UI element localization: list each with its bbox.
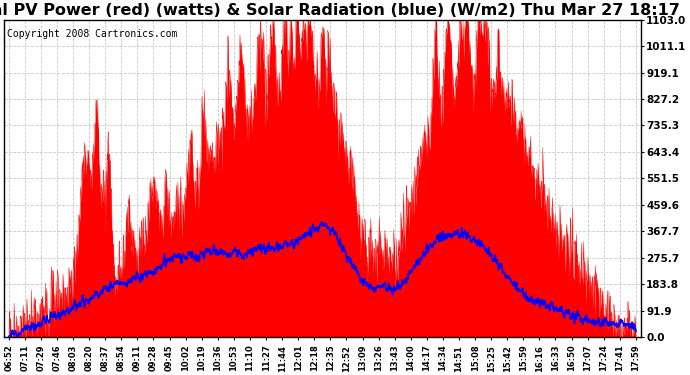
Text: Copyright 2008 Cartronics.com: Copyright 2008 Cartronics.com [7,29,177,39]
Title: Total PV Power (red) (watts) & Solar Radiation (blue) (W/m2) Thu Mar 27 18:17: Total PV Power (red) (watts) & Solar Rad… [0,3,680,18]
